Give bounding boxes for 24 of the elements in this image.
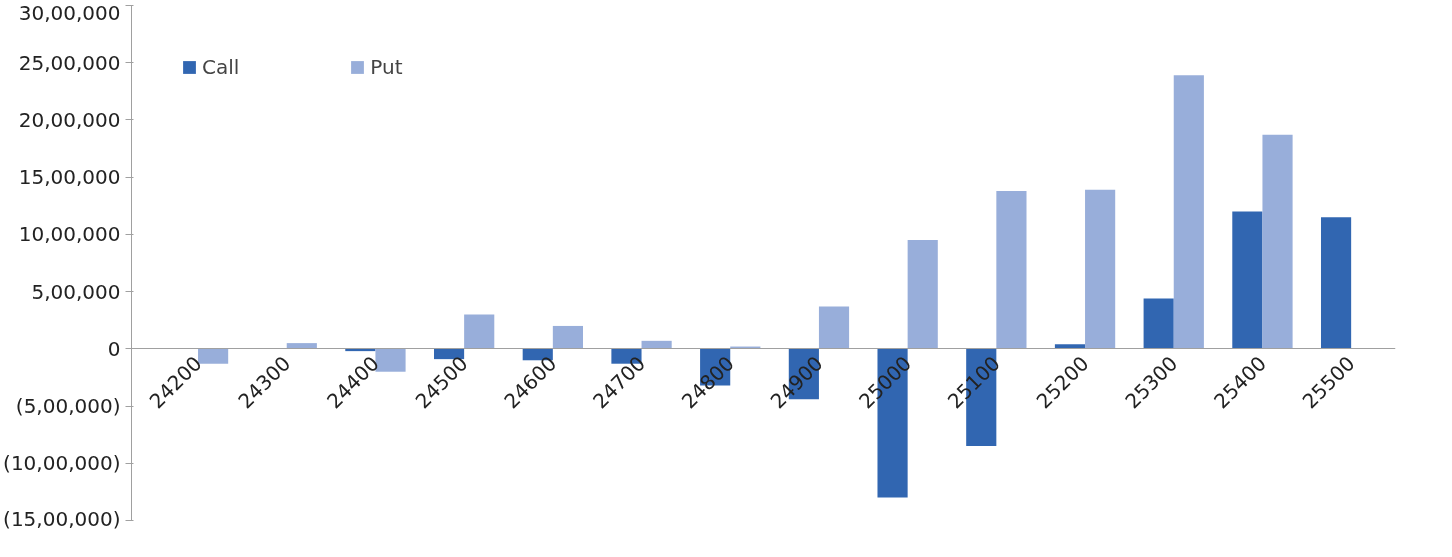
bar: [1085, 189, 1116, 349]
y-tick-label: 25,00,000: [18, 50, 121, 75]
legend-label: Put: [370, 55, 403, 79]
bar: [818, 306, 850, 349]
y-tick-label: 20,00,000: [18, 107, 121, 132]
bar: [996, 190, 1027, 349]
bar: [198, 348, 229, 364]
y-tick-label: 15,00,000: [18, 165, 121, 190]
y-tick-label: 0: [107, 336, 121, 361]
y-tick-label: 10,00,000: [18, 222, 121, 247]
y-tick-label: 30,00,000: [18, 0, 121, 25]
bar: [1143, 298, 1174, 349]
bar: [1320, 217, 1352, 349]
bar: [1262, 134, 1293, 349]
bar: [552, 325, 583, 349]
bar: [1232, 211, 1263, 349]
y-tick-label: (15,00,000): [3, 506, 121, 531]
bar: [1173, 75, 1204, 349]
y-tick-label: 5,00,000: [31, 279, 121, 304]
y-tick-label: (5,00,000): [15, 394, 121, 419]
legend-label: Call: [202, 55, 240, 79]
y-tick-label: (10,00,000): [3, 451, 121, 476]
bar: [464, 314, 495, 349]
bar: [907, 240, 938, 349]
